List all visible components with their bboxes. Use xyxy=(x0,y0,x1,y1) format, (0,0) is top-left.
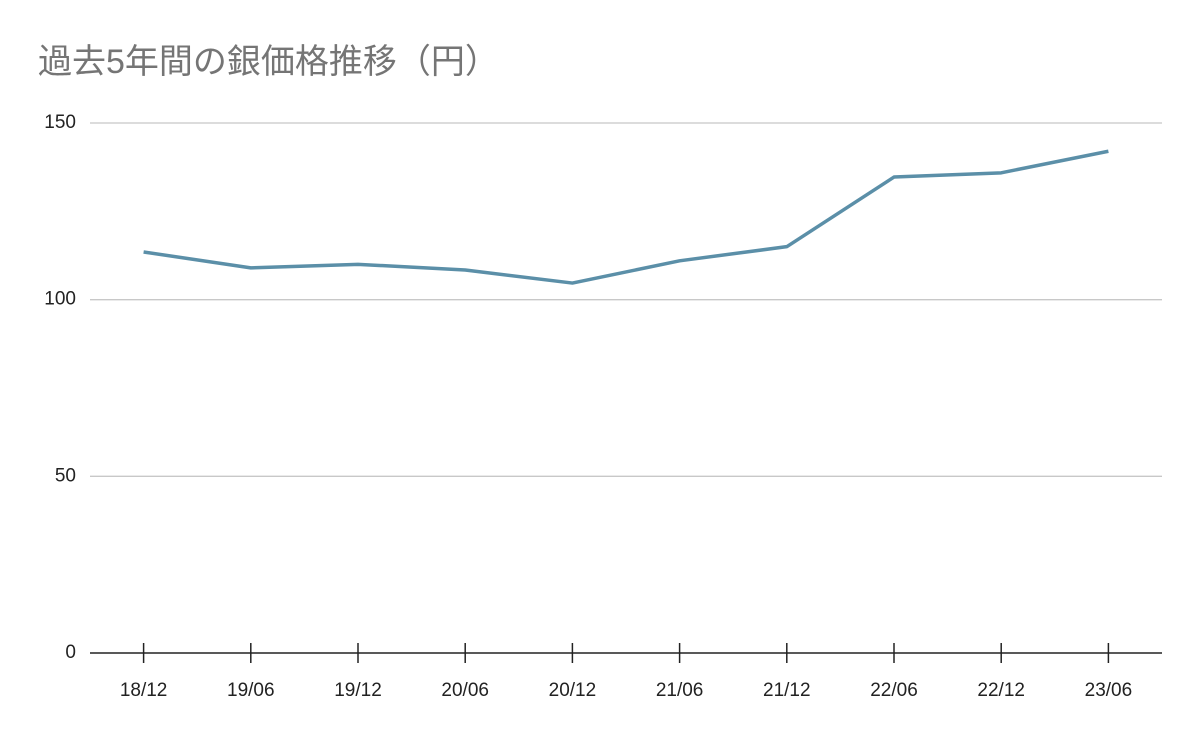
x-tick-label: 21/12 xyxy=(763,680,811,701)
x-tick-label: 22/12 xyxy=(977,680,1025,701)
x-tick-label: 19/12 xyxy=(334,680,382,701)
y-tick-label: 0 xyxy=(65,642,76,663)
data-line xyxy=(143,149,1109,285)
chart-title: 過去5年間の銀価格推移（円） xyxy=(38,43,499,81)
x-tick-label: 23/06 xyxy=(1085,680,1133,701)
x-tick-label: 21/06 xyxy=(656,680,704,701)
y-tick-label: 100 xyxy=(44,289,76,310)
x-tick-label: 20/06 xyxy=(441,680,489,701)
x-tick-label: 20/12 xyxy=(549,680,597,701)
x-tick-label: 22/06 xyxy=(870,680,918,701)
y-tick-label: 50 xyxy=(55,465,76,486)
x-tick-label: 18/12 xyxy=(120,680,168,701)
x-tick-label: 19/06 xyxy=(227,680,275,701)
y-tick-label: 150 xyxy=(44,112,76,133)
